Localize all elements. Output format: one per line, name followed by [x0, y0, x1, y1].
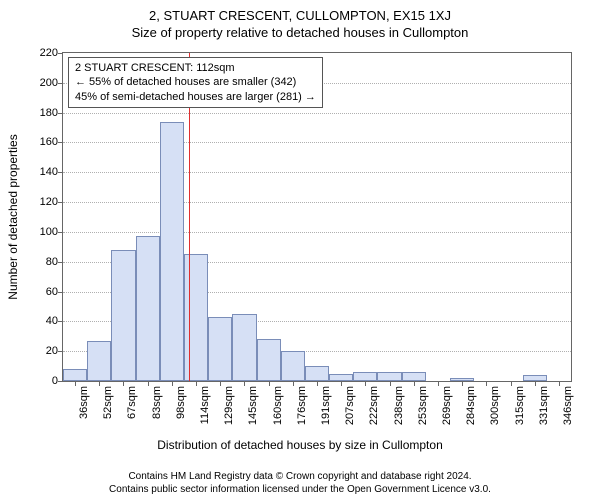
footer-line-2: Contains public sector information licen…	[0, 483, 600, 496]
x-tick-mark	[535, 381, 536, 386]
info-line-3: 45% of semi-detached houses are larger (…	[75, 90, 316, 104]
x-tick-mark	[559, 381, 560, 386]
y-tick-label: 100	[28, 226, 58, 238]
info-box: 2 STUART CRESCENT: 112sqm ← 55% of detac…	[68, 57, 323, 108]
x-tick-mark	[438, 381, 439, 386]
y-tick-label: 220	[28, 47, 58, 59]
histogram-bar	[281, 351, 305, 381]
info-line-2: ← 55% of detached houses are smaller (34…	[75, 75, 316, 89]
gridline-h	[63, 142, 571, 143]
x-tick-label: 207sqm	[344, 386, 356, 425]
x-tick-label: 83sqm	[151, 386, 163, 419]
histogram-bar	[353, 372, 377, 381]
x-tick-mark	[341, 381, 342, 386]
gridline-h	[63, 172, 571, 173]
y-tick-mark	[58, 113, 63, 114]
histogram-bar	[184, 254, 208, 381]
x-tick-mark	[196, 381, 197, 386]
x-tick-mark	[462, 381, 463, 386]
x-tick-label: 98sqm	[175, 386, 187, 419]
y-tick-label: 180	[28, 107, 58, 119]
gridline-h	[63, 113, 571, 114]
y-axis-label: Number of detached properties	[6, 134, 20, 299]
y-tick-mark	[58, 381, 63, 382]
y-tick-mark	[58, 172, 63, 173]
info-line-1: 2 STUART CRESCENT: 112sqm	[75, 61, 316, 75]
x-tick-label: 36sqm	[78, 386, 90, 419]
y-tick-label: 60	[28, 286, 58, 298]
y-tick-mark	[58, 321, 63, 322]
x-tick-mark	[244, 381, 245, 386]
x-tick-mark	[414, 381, 415, 386]
x-axis-label: Distribution of detached houses by size …	[0, 438, 600, 452]
x-tick-mark	[293, 381, 294, 386]
x-tick-label: 129sqm	[223, 386, 235, 425]
y-tick-label: 120	[28, 196, 58, 208]
x-tick-mark	[486, 381, 487, 386]
x-tick-label: 238sqm	[393, 386, 405, 425]
histogram-bar	[305, 366, 329, 381]
x-tick-label: 191sqm	[320, 386, 332, 425]
y-tick-mark	[58, 351, 63, 352]
histogram-bar	[377, 372, 401, 381]
y-tick-label: 80	[28, 256, 58, 268]
x-tick-label: 346sqm	[562, 386, 574, 425]
y-tick-mark	[58, 142, 63, 143]
x-tick-label: 176sqm	[296, 386, 308, 425]
x-tick-mark	[220, 381, 221, 386]
histogram-bar	[329, 374, 353, 381]
x-tick-mark	[99, 381, 100, 386]
x-tick-label: 331sqm	[538, 386, 550, 425]
x-tick-mark	[269, 381, 270, 386]
histogram-bar	[63, 369, 87, 381]
x-tick-mark	[390, 381, 391, 386]
y-tick-mark	[58, 83, 63, 84]
y-tick-label: 0	[28, 375, 58, 387]
y-tick-mark	[58, 292, 63, 293]
x-tick-label: 300sqm	[489, 386, 501, 425]
histogram-bar	[402, 372, 426, 381]
histogram-bar	[160, 122, 184, 381]
y-tick-label: 40	[28, 315, 58, 327]
y-tick-label: 200	[28, 77, 58, 89]
x-tick-mark	[365, 381, 366, 386]
footer-attribution: Contains HM Land Registry data © Crown c…	[0, 470, 600, 496]
x-tick-label: 269sqm	[441, 386, 453, 425]
histogram-bar	[232, 314, 256, 381]
histogram-bar	[87, 341, 111, 381]
x-tick-mark	[123, 381, 124, 386]
x-tick-label: 52sqm	[102, 386, 114, 419]
y-tick-label: 20	[28, 345, 58, 357]
y-tick-mark	[58, 53, 63, 54]
x-tick-label: 315sqm	[514, 386, 526, 425]
y-tick-label: 160	[28, 136, 58, 148]
y-tick-mark	[58, 262, 63, 263]
y-tick-mark	[58, 232, 63, 233]
gridline-h	[63, 202, 571, 203]
x-tick-label: 160sqm	[272, 386, 284, 425]
x-tick-mark	[172, 381, 173, 386]
histogram-bar	[208, 317, 232, 381]
title-main: 2, STUART CRESCENT, CULLOMPTON, EX15 1XJ	[0, 0, 600, 23]
histogram-bar	[111, 250, 135, 381]
y-tick-label: 140	[28, 166, 58, 178]
histogram-bar	[257, 339, 281, 381]
histogram-bar	[136, 236, 160, 381]
x-tick-label: 67sqm	[126, 386, 138, 419]
footer-line-1: Contains HM Land Registry data © Crown c…	[0, 470, 600, 483]
x-tick-mark	[511, 381, 512, 386]
x-tick-label: 145sqm	[247, 386, 259, 425]
x-tick-label: 222sqm	[368, 386, 380, 425]
x-tick-label: 253sqm	[417, 386, 429, 425]
x-tick-mark	[148, 381, 149, 386]
y-tick-mark	[58, 202, 63, 203]
x-tick-mark	[75, 381, 76, 386]
x-tick-mark	[317, 381, 318, 386]
gridline-h	[63, 232, 571, 233]
title-sub: Size of property relative to detached ho…	[0, 23, 600, 46]
x-tick-label: 114sqm	[199, 386, 211, 424]
x-tick-label: 284sqm	[465, 386, 477, 425]
